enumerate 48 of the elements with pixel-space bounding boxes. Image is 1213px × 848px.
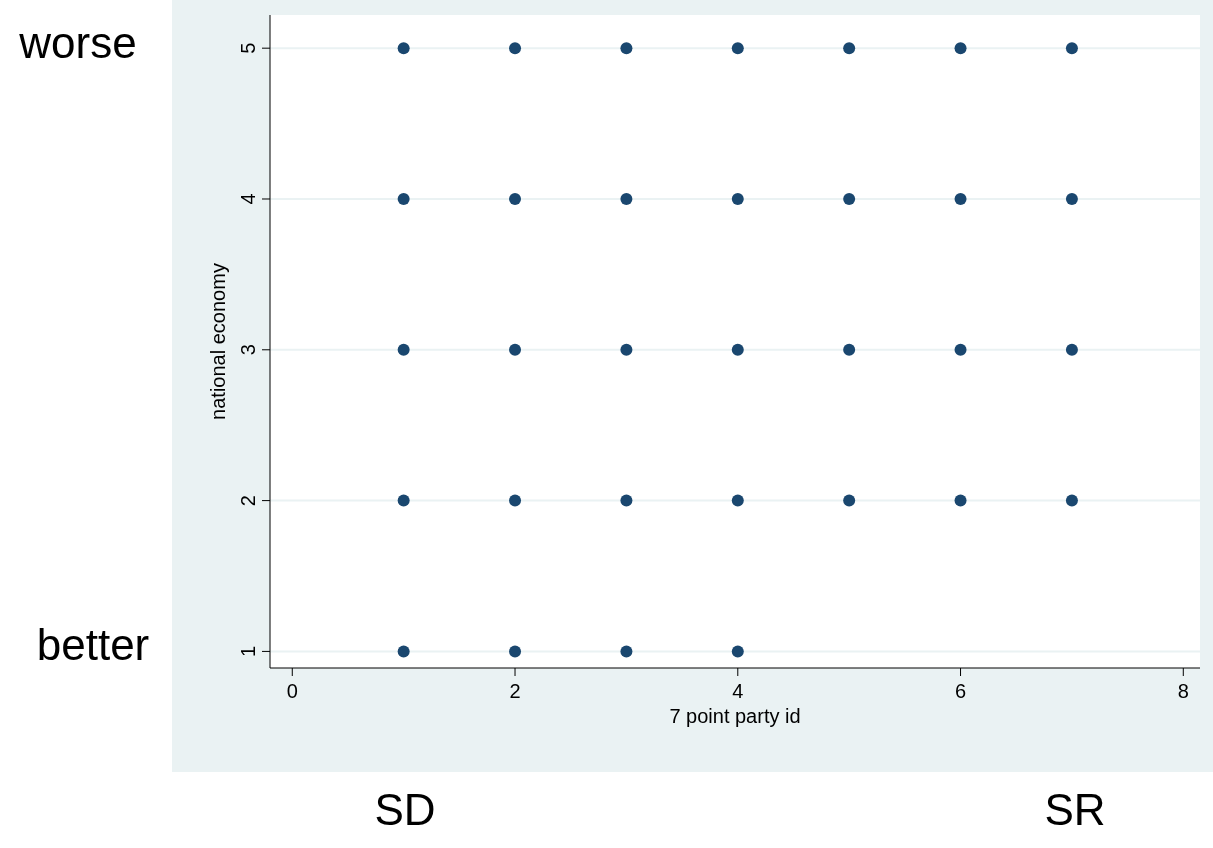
x-tick-label: 4 — [732, 680, 744, 702]
x-tick-label: 2 — [509, 680, 521, 702]
text: SD — [374, 785, 436, 834]
x-tick-label: 0 — [286, 680, 298, 702]
point — [397, 42, 410, 55]
point — [954, 42, 967, 55]
y-tick-label: 3 — [237, 344, 259, 356]
point — [954, 343, 967, 356]
point — [397, 494, 410, 507]
y-tick-label: 5 — [237, 42, 259, 54]
point — [843, 42, 856, 55]
point — [843, 494, 856, 507]
point — [620, 343, 633, 356]
point — [1065, 494, 1078, 507]
x-tick-label: 6 — [954, 680, 967, 702]
point — [397, 192, 410, 205]
point — [1065, 343, 1078, 356]
text: SR — [1044, 785, 1106, 834]
point — [843, 192, 856, 205]
point — [620, 42, 633, 55]
point — [620, 494, 633, 507]
x-axis-title: 7 point party id — [669, 705, 801, 727]
point — [954, 192, 967, 205]
point — [509, 42, 522, 55]
text: better — [36, 620, 150, 669]
y-tick-label: 4 — [237, 193, 259, 205]
point — [397, 645, 410, 658]
point — [509, 192, 522, 205]
y-tick-label: 1 — [237, 645, 259, 657]
point — [843, 343, 856, 356]
point — [731, 494, 744, 507]
point — [1065, 42, 1078, 55]
y-axis-title: national economy — [207, 263, 229, 420]
point — [509, 343, 522, 356]
text: worse — [18, 18, 137, 67]
point — [954, 494, 967, 507]
point — [620, 192, 633, 205]
point — [620, 645, 633, 658]
point — [509, 645, 522, 658]
point — [731, 645, 744, 658]
point — [1065, 192, 1078, 205]
point — [731, 343, 744, 356]
point — [397, 343, 410, 356]
point — [509, 494, 522, 507]
y-tick-label: 2 — [237, 495, 259, 507]
x-tick-label: 8 — [1177, 680, 1189, 702]
point — [731, 42, 744, 55]
point — [731, 192, 744, 205]
